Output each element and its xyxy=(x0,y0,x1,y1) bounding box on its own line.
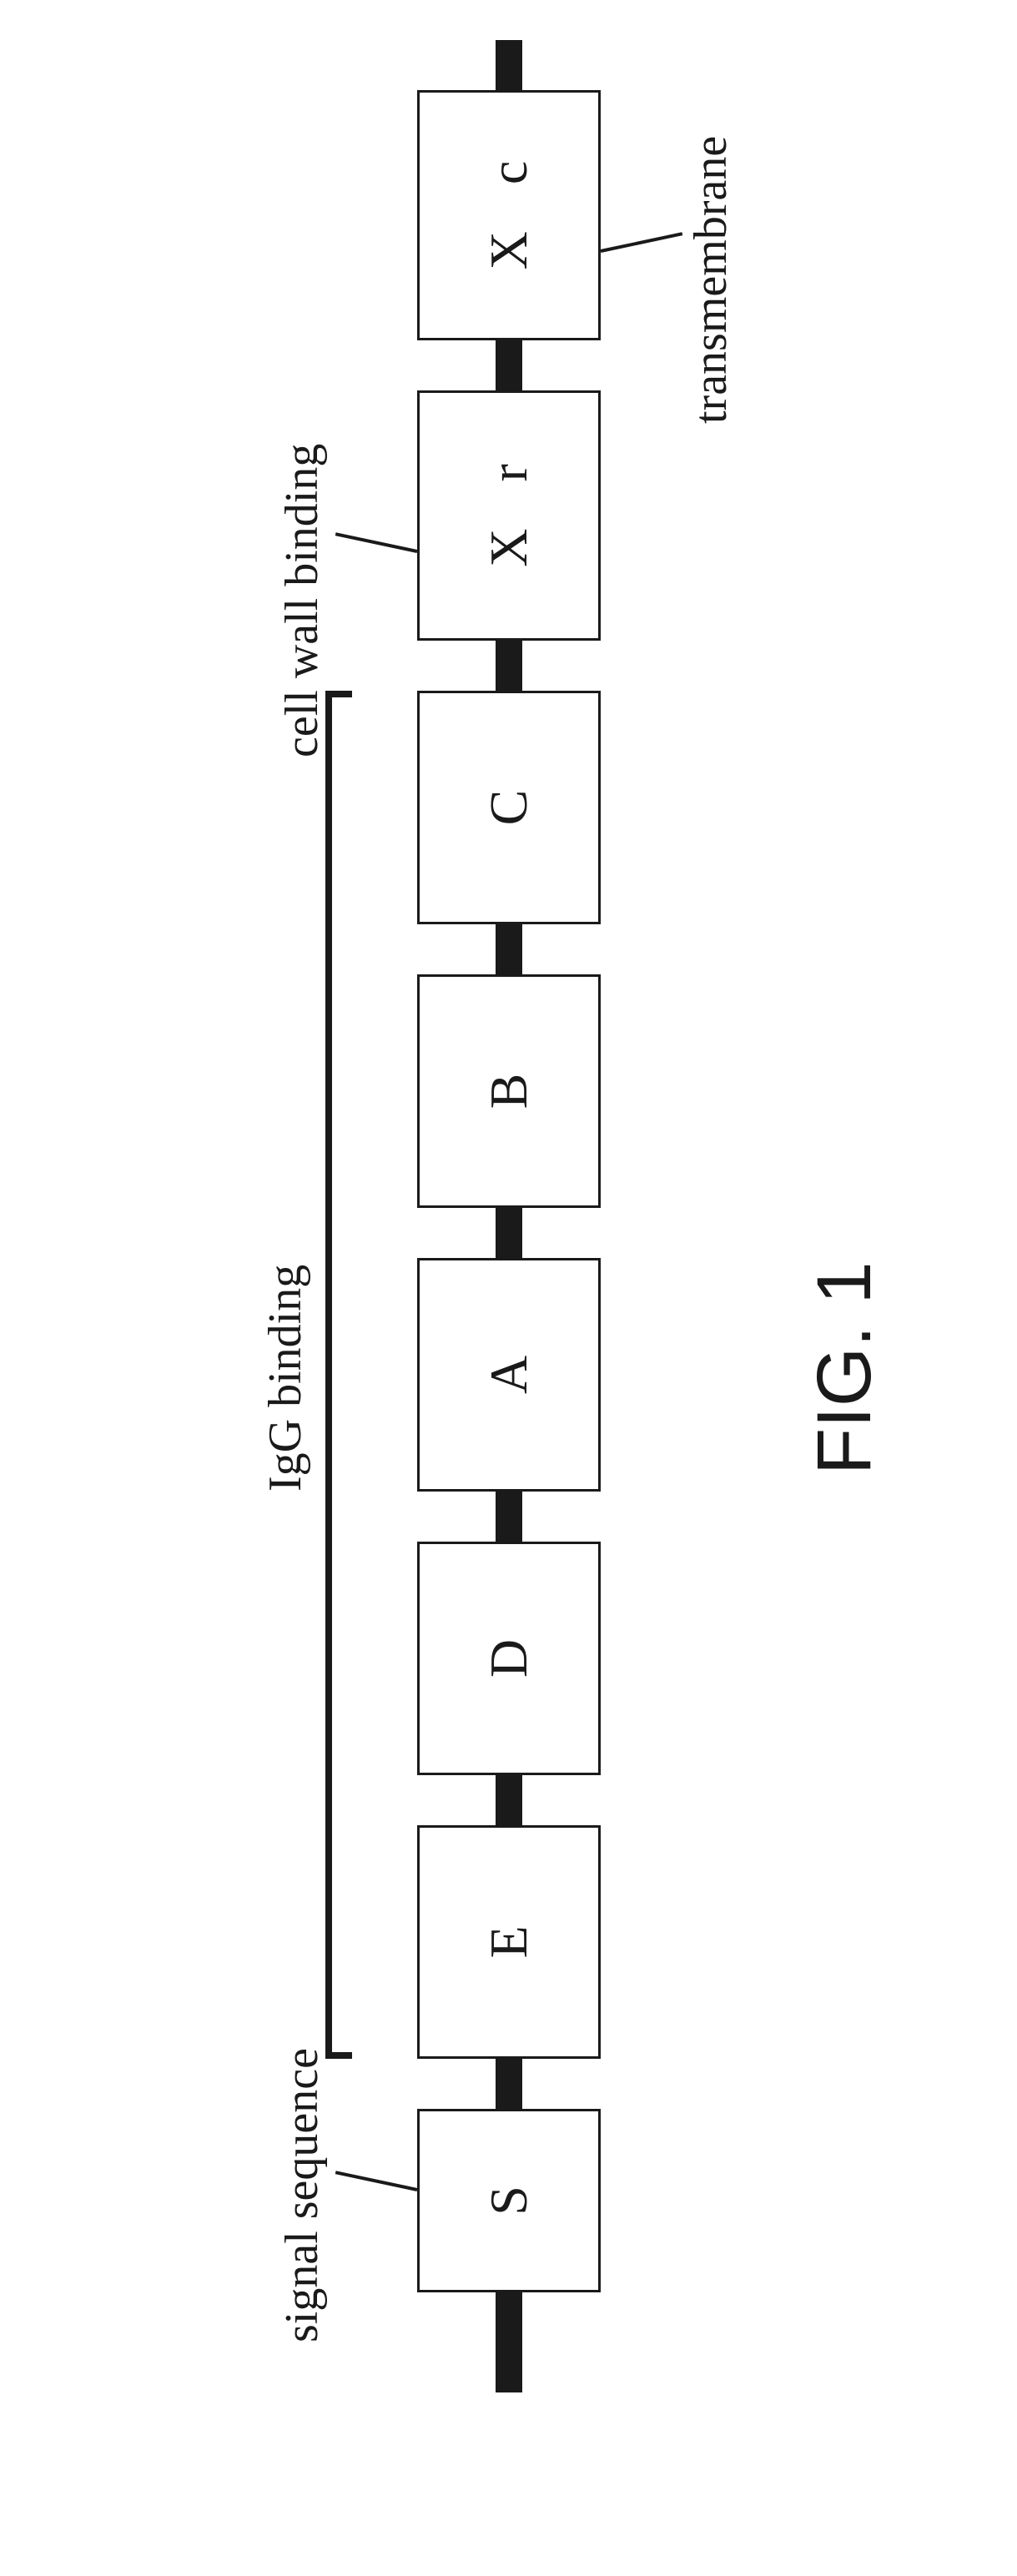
connector-0 xyxy=(496,2059,522,2109)
domain-A: A xyxy=(417,1258,601,1492)
domain-D: D xyxy=(417,1542,601,1775)
igg-binding-bracket xyxy=(325,691,332,2059)
domain-label: B xyxy=(478,1057,540,1109)
domain-E: E xyxy=(417,1825,601,2059)
cell-wall-binding-label: cell wall binding xyxy=(275,444,329,757)
connector-end xyxy=(496,40,522,90)
igg-binding-label: IgG binding xyxy=(259,1265,312,1492)
domain-label: X r xyxy=(478,447,540,567)
signal-sequence-label: signal sequence xyxy=(275,2048,329,2342)
connector-start xyxy=(496,2292,522,2392)
signal-sequence-leader xyxy=(335,2171,418,2191)
domain-S: S xyxy=(417,2109,601,2292)
connector-6 xyxy=(496,340,522,390)
igg-binding-bracket-tick-left xyxy=(325,2052,352,2059)
igg-binding-bracket-tick-right xyxy=(325,691,352,697)
domain-label: E xyxy=(478,1909,540,1958)
domain-label: S xyxy=(478,2169,540,2216)
transmembrane-label: transmembrane xyxy=(684,136,738,424)
connector-1 xyxy=(496,1775,522,1825)
connector-3 xyxy=(496,1208,522,1258)
figure-caption: FIG. 1 xyxy=(801,1261,889,1475)
domain-B: B xyxy=(417,974,601,1208)
cell-wall-binding-leader xyxy=(335,532,418,553)
domain-label: A xyxy=(478,1339,540,1394)
domain-Xr: X r xyxy=(417,390,601,641)
transmembrane-leader xyxy=(601,232,683,253)
protein-domain-diagram: SEDABCX rX c IgG binding signal sequence… xyxy=(359,190,659,2392)
domain-label: D xyxy=(478,1623,540,1678)
connector-5 xyxy=(496,641,522,691)
domain-Xc: X c xyxy=(417,90,601,340)
connector-2 xyxy=(496,1492,522,1542)
domain-label: C xyxy=(478,773,540,826)
connector-4 xyxy=(496,924,522,974)
domain-C: C xyxy=(417,691,601,924)
domain-label: X c xyxy=(478,144,540,270)
